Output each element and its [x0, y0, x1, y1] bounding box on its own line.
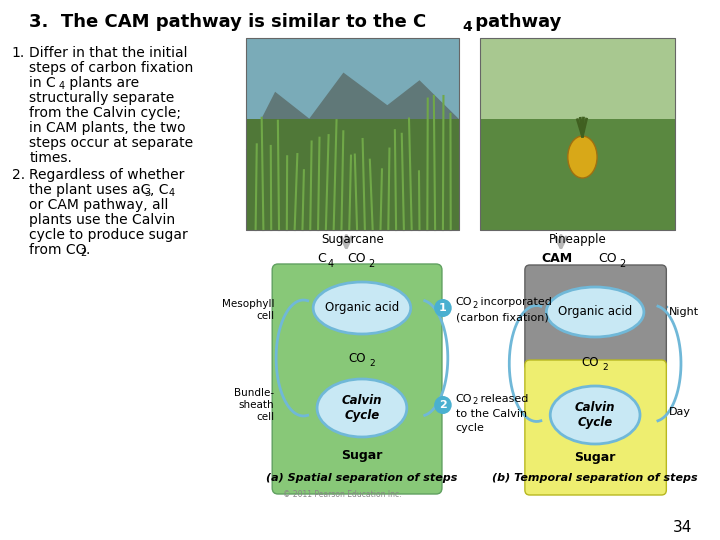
Text: Mesophyll
cell: Mesophyll cell [222, 299, 274, 321]
Text: 4: 4 [328, 259, 334, 269]
Text: 2: 2 [439, 400, 447, 410]
Text: Regardless of whether: Regardless of whether [30, 168, 184, 182]
Text: © 2011 Pearson Education Inc.: © 2011 Pearson Education Inc. [283, 490, 402, 499]
Text: CO: CO [598, 253, 617, 266]
Text: from the Calvin cycle;: from the Calvin cycle; [30, 106, 181, 120]
FancyBboxPatch shape [525, 265, 666, 370]
Text: , C: , C [150, 183, 168, 197]
FancyBboxPatch shape [525, 360, 666, 495]
Text: Sugarcane: Sugarcane [321, 233, 384, 246]
Text: CO: CO [348, 352, 366, 365]
Ellipse shape [550, 386, 640, 444]
Text: incorporated: incorporated [477, 297, 552, 307]
Text: Differ in that the initial: Differ in that the initial [30, 46, 188, 60]
Text: Sugar: Sugar [341, 449, 382, 462]
Text: released: released [477, 394, 528, 404]
Ellipse shape [546, 287, 644, 337]
Text: CO: CO [347, 253, 366, 266]
Text: plants are: plants are [66, 76, 140, 90]
Text: 3.  The CAM pathway is similar to the C: 3. The CAM pathway is similar to the C [30, 13, 426, 31]
Text: (b) Temporal separation of steps: (b) Temporal separation of steps [492, 473, 698, 483]
Ellipse shape [317, 379, 407, 437]
Text: Organic acid: Organic acid [325, 301, 399, 314]
Text: CO: CO [456, 297, 472, 307]
Bar [480, 38, 675, 230]
Text: steps of carbon fixation: steps of carbon fixation [30, 61, 194, 75]
Text: 2.: 2. [12, 168, 24, 182]
Text: CO: CO [456, 394, 472, 404]
Text: 4: 4 [58, 81, 65, 91]
Text: 2: 2 [619, 259, 626, 269]
Text: C: C [318, 253, 326, 266]
Bar [480, 38, 675, 230]
Ellipse shape [568, 136, 597, 178]
Bar [246, 144, 459, 230]
Circle shape [434, 299, 451, 317]
Text: (carbon fixation): (carbon fixation) [456, 312, 549, 322]
Text: 1: 1 [439, 303, 447, 313]
Bar [246, 119, 459, 230]
Text: or CAM pathway, all: or CAM pathway, all [30, 198, 168, 212]
Text: 2: 2 [369, 259, 375, 269]
Bar [246, 38, 459, 230]
Text: 4: 4 [462, 20, 472, 34]
Text: in CAM plants, the two: in CAM plants, the two [30, 121, 186, 135]
Text: 2: 2 [472, 300, 477, 309]
Text: Sugar: Sugar [575, 451, 616, 464]
Text: structurally separate: structurally separate [30, 91, 174, 105]
Text: 34: 34 [673, 521, 693, 536]
Text: cycle to produce sugar: cycle to produce sugar [30, 228, 188, 242]
Polygon shape [246, 72, 459, 150]
Bar [246, 38, 459, 230]
Text: CAM: CAM [541, 253, 572, 266]
Bar [480, 119, 675, 230]
Text: Calvin
Cycle: Calvin Cycle [342, 394, 382, 422]
Ellipse shape [313, 282, 410, 334]
Text: times.: times. [30, 151, 72, 165]
Text: 2: 2 [80, 248, 86, 258]
FancyBboxPatch shape [272, 264, 442, 494]
Text: Pineapple: Pineapple [549, 233, 606, 246]
Text: the plant uses aC: the plant uses aC [30, 183, 150, 197]
Text: steps occur at separate: steps occur at separate [30, 136, 194, 150]
Text: from CO: from CO [30, 243, 87, 257]
Text: Bundle-
sheath
cell: Bundle- sheath cell [234, 388, 274, 422]
Text: to the Calvin: to the Calvin [456, 409, 527, 419]
Text: CO: CO [582, 355, 599, 368]
Text: 4: 4 [168, 188, 175, 198]
Text: 2: 2 [602, 362, 608, 372]
Text: plants use the Calvin: plants use the Calvin [30, 213, 176, 227]
Text: 1.: 1. [12, 46, 25, 60]
Text: .: . [86, 243, 90, 257]
Circle shape [434, 396, 451, 414]
Text: in C: in C [30, 76, 56, 90]
Text: 3: 3 [145, 188, 150, 198]
Text: Night: Night [670, 307, 699, 317]
Text: 2: 2 [369, 359, 374, 368]
Text: Organic acid: Organic acid [558, 306, 632, 319]
Text: pathway: pathway [469, 13, 562, 31]
Text: Day: Day [670, 407, 691, 417]
Bar [480, 38, 675, 119]
Text: cycle: cycle [456, 423, 485, 433]
Text: 2: 2 [472, 397, 477, 407]
Text: (a) Spatial separation of steps: (a) Spatial separation of steps [266, 473, 458, 483]
Text: Calvin
Cycle: Calvin Cycle [575, 401, 616, 429]
